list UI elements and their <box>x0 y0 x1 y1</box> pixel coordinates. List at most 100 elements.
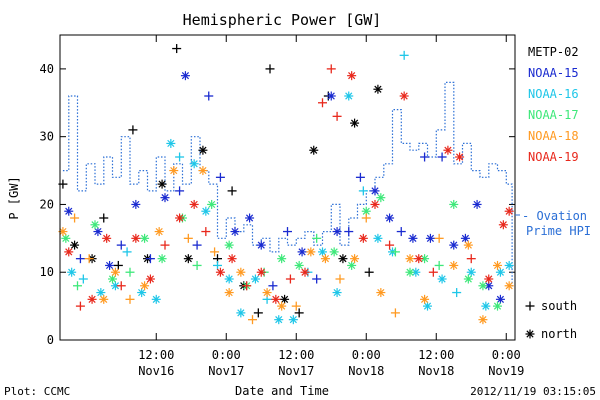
point-south <box>361 213 371 223</box>
point-north <box>105 260 115 270</box>
x-tick-label-date: Nov16 <box>138 364 174 378</box>
point-south <box>285 274 295 284</box>
point-ray <box>97 288 105 297</box>
point-ray <box>181 72 190 80</box>
legend-hemisphere-north: north <box>541 327 577 341</box>
point-ray <box>225 288 233 297</box>
point-ray <box>70 241 79 249</box>
point-ray <box>420 255 429 263</box>
point-north <box>93 227 103 237</box>
point-south <box>385 240 395 250</box>
series-noaa-18 <box>58 166 514 325</box>
point-south <box>75 254 85 264</box>
point-north <box>358 233 368 243</box>
footer-credit: Plot: CCMC <box>4 385 70 398</box>
point-north <box>350 118 360 128</box>
point-north <box>277 301 287 311</box>
point-ray <box>485 275 493 283</box>
point-ray <box>371 187 379 195</box>
point-south <box>99 213 109 223</box>
point-north <box>140 233 150 243</box>
point-south <box>434 233 444 243</box>
point-north <box>329 247 339 257</box>
point-ray <box>374 85 382 93</box>
point-ray <box>464 241 472 249</box>
point-ray <box>377 194 385 202</box>
point-north <box>151 294 161 304</box>
point-south <box>175 152 185 162</box>
point-ray <box>362 207 370 215</box>
point-north <box>70 240 80 250</box>
point-north <box>224 288 234 298</box>
series-noaa-19 <box>64 64 514 311</box>
point-south <box>358 186 368 196</box>
point-south <box>452 288 462 298</box>
point-ray <box>505 261 513 270</box>
point-ray <box>333 227 341 236</box>
point-south <box>291 301 301 311</box>
point-ray <box>307 248 315 256</box>
point-south <box>265 64 275 74</box>
point-ray <box>216 268 225 276</box>
x-tick-label-time: 0:00 <box>352 348 381 362</box>
legend-item-noaa-19: NOAA-19 <box>528 150 579 164</box>
point-north <box>455 152 465 162</box>
point-north <box>110 267 120 277</box>
point-north <box>157 179 167 189</box>
point-north <box>131 199 141 209</box>
point-north <box>61 233 71 243</box>
point-ray <box>400 92 408 100</box>
legend-item-noaa-18: NOAA-18 <box>528 129 579 143</box>
point-north <box>347 71 357 81</box>
x-tick-label-time: 0:00 <box>492 348 521 362</box>
point-ray <box>161 194 169 202</box>
y-axis-label: P [GW] <box>7 176 21 219</box>
point-south <box>466 254 476 264</box>
point-north <box>460 233 470 243</box>
point-north <box>256 240 266 250</box>
point-north <box>306 247 316 257</box>
point-north <box>157 254 167 264</box>
legend-item-noaa-15: NOAA-15 <box>528 66 579 80</box>
point-north <box>236 267 246 277</box>
point-ray <box>158 180 166 188</box>
point-ray <box>412 268 420 276</box>
point-ray <box>237 268 245 276</box>
point-ray <box>152 295 160 303</box>
point-ray <box>406 255 414 263</box>
x-tick-label-date: Nov17 <box>208 364 244 378</box>
point-ray <box>111 282 120 290</box>
point-ray <box>103 234 111 242</box>
point-north <box>449 260 459 270</box>
point-north <box>294 260 304 270</box>
point-south <box>116 240 126 250</box>
point-north <box>332 288 342 298</box>
point-north <box>96 288 106 298</box>
point-south <box>318 98 327 108</box>
point-south <box>75 301 85 311</box>
point-south <box>396 227 406 237</box>
point-ray <box>251 275 260 283</box>
point-north <box>463 274 473 284</box>
point-north <box>373 84 383 94</box>
point-ray <box>450 241 458 249</box>
point-north <box>169 166 179 176</box>
point-north <box>262 288 272 298</box>
point-ray <box>278 255 286 263</box>
x-axis: 12:00 Nov16 0:00 Nov17 12:00 Nov17 0:00 Nov18 12… <box>138 35 524 378</box>
point-ray <box>132 234 140 242</box>
point-south <box>78 274 88 284</box>
point-ray <box>327 92 335 100</box>
point-ray <box>167 139 175 148</box>
point-south <box>268 281 278 291</box>
point-ray <box>68 268 76 276</box>
point-north <box>64 206 74 216</box>
legend-item-metp-02: METP-02 <box>528 45 579 59</box>
x-tick-label-date: Nov18 <box>348 364 384 378</box>
point-north <box>64 247 74 257</box>
point-ray <box>190 160 198 168</box>
point-ray <box>485 282 493 290</box>
point-north <box>525 329 535 339</box>
